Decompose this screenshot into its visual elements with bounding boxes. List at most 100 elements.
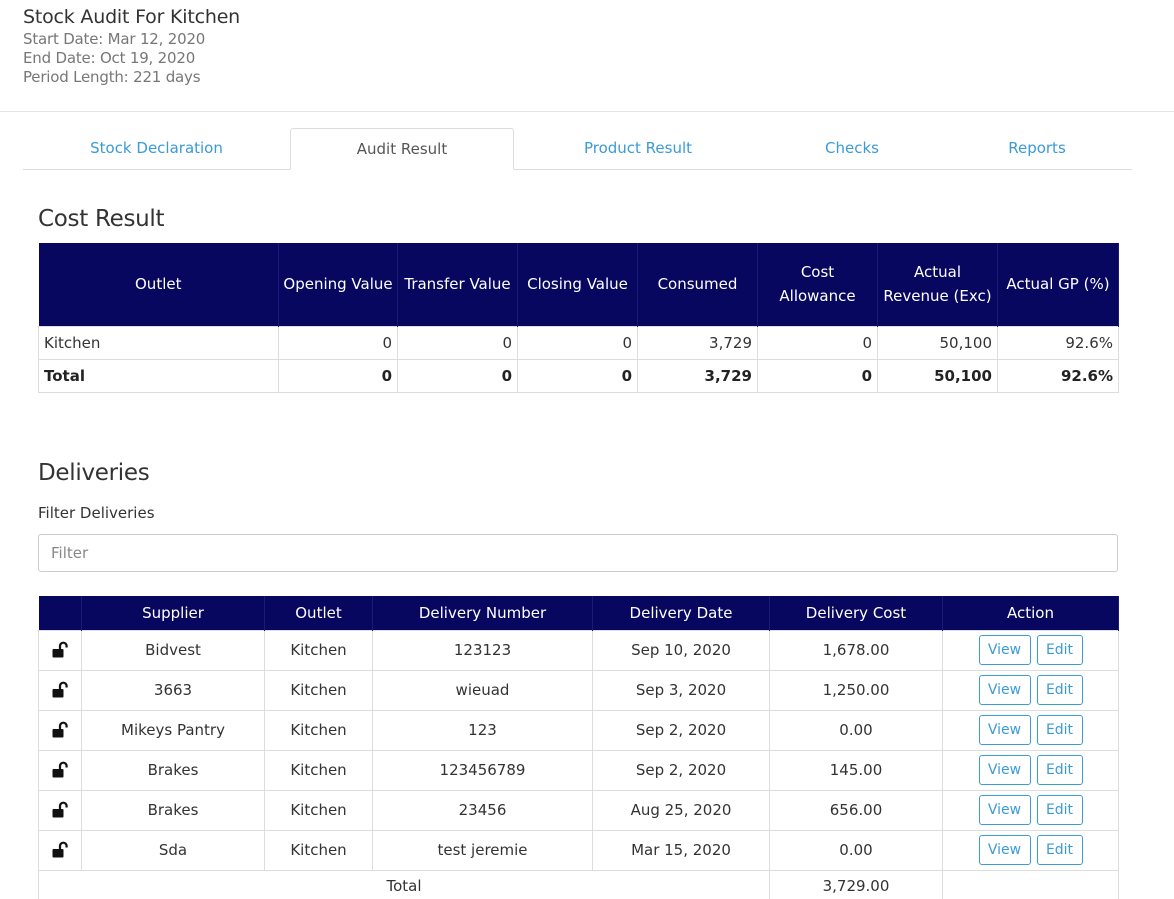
delivery-date-cell: Sep 10, 2020 [592, 629, 770, 671]
unlocked-padlock-icon[interactable] [51, 681, 69, 699]
table-cell: 0 [397, 325, 518, 360]
table-cell: 92.6% [997, 358, 1119, 393]
start-date: Start Date: Mar 12, 2020 [23, 30, 206, 48]
table-cell: 3,729 [637, 325, 758, 360]
unlocked-padlock-icon[interactable] [51, 801, 69, 819]
action-cell: View Edit [942, 629, 1119, 671]
tab-stock-declaration[interactable]: Stock Declaration [90, 139, 223, 157]
supplier-cell: Bidvest [81, 629, 265, 671]
outlet-cell: Kitchen [264, 629, 373, 671]
outlet-cell: Kitchen [264, 709, 373, 751]
unlocked-padlock-icon[interactable] [51, 841, 69, 859]
column-header-closing-value: Closing Value [517, 243, 638, 326]
cost-result-table: Outlet Opening Value Transfer Value Clos… [38, 243, 1119, 393]
total-cost: 3,729.00 [769, 869, 943, 899]
view-button[interactable]: View [978, 715, 1031, 745]
delivery-number-cell: test jeremie [372, 829, 593, 871]
filter-label: Filter Deliveries [38, 504, 155, 522]
end-date: End Date: Oct 19, 2020 [23, 49, 196, 67]
table-cell: 0 [517, 325, 638, 360]
lock-cell [38, 789, 82, 831]
edit-button[interactable]: Edit [1036, 835, 1083, 865]
supplier-cell: 3663 [81, 669, 265, 711]
lock-cell [38, 749, 82, 791]
column-header-status [38, 596, 82, 630]
action-cell: View Edit [942, 709, 1119, 751]
cost-header-row: Outlet Opening Value Transfer Value Clos… [38, 243, 1119, 326]
edit-button[interactable]: Edit [1036, 635, 1083, 665]
unlocked-padlock-icon[interactable] [51, 761, 69, 779]
supplier-cell: Sda [81, 829, 265, 871]
delivery-date-cell: Sep 2, 2020 [592, 709, 770, 751]
delivery-date-cell: Sep 2, 2020 [592, 749, 770, 791]
table-cell: 3,729 [637, 358, 758, 393]
lock-cell [38, 709, 82, 751]
total-label: Total [38, 869, 770, 899]
delivery-number-cell: 123123 [372, 629, 593, 671]
empty-cell [942, 869, 1119, 899]
delivery-date-cell: Aug 25, 2020 [592, 789, 770, 831]
tab-audit-result[interactable]: Audit Result [290, 128, 514, 170]
page-title: Stock Audit For Kitchen [23, 6, 241, 28]
delivery-number-cell: 23456 [372, 789, 593, 831]
table-cell: 0 [278, 325, 398, 360]
table-cell: Total [38, 358, 279, 393]
column-header-action: Action [942, 596, 1119, 630]
delivery-cost-cell: 0.00 [769, 709, 943, 751]
outlet-cell: Kitchen [264, 669, 373, 711]
action-cell: View Edit [942, 749, 1119, 791]
table-row: Brakes Kitchen 123456789 Sep 2, 2020 145… [38, 749, 1119, 791]
view-button[interactable]: View [978, 795, 1031, 825]
edit-button[interactable]: Edit [1036, 795, 1083, 825]
tab-reports[interactable]: Reports [1008, 139, 1066, 157]
unlocked-padlock-icon[interactable] [51, 721, 69, 739]
table-row: Mikeys Pantry Kitchen 123 Sep 2, 2020 0.… [38, 709, 1119, 751]
edit-button[interactable]: Edit [1036, 675, 1083, 705]
view-button[interactable]: View [978, 835, 1031, 865]
deliveries-table: Supplier Outlet Delivery Number Delivery… [38, 596, 1119, 899]
column-header-delivery-number: Delivery Number [372, 596, 593, 630]
column-header-transfer-value: Transfer Value [397, 243, 518, 326]
action-cell: View Edit [942, 789, 1119, 831]
table-cell: 0 [517, 358, 638, 393]
view-button[interactable]: View [978, 675, 1031, 705]
table-cell: 92.6% [997, 325, 1119, 360]
period-length: Period Length: 221 days [23, 68, 201, 86]
delivery-number-cell: wieuad [372, 669, 593, 711]
total-row: Total 0 0 0 3,729 0 50,100 92.6% [38, 358, 1119, 393]
table-row: Kitchen 0 0 0 3,729 0 50,100 92.6% [38, 325, 1119, 360]
outlet-cell: Kitchen [264, 789, 373, 831]
outlet-cell: Kitchen [264, 829, 373, 871]
table-row: Sda Kitchen test jeremie Mar 15, 2020 0.… [38, 829, 1119, 871]
delivery-cost-cell: 1,250.00 [769, 669, 943, 711]
column-header-consumed: Consumed [637, 243, 758, 326]
tab-product-result[interactable]: Product Result [583, 139, 693, 157]
table-row: Bidvest Kitchen 123123 Sep 10, 2020 1,67… [38, 629, 1119, 671]
table-cell: 0 [397, 358, 518, 393]
action-cell: View Edit [942, 669, 1119, 711]
view-button[interactable]: View [978, 635, 1031, 665]
table-cell: 0 [278, 358, 398, 393]
delivery-date-cell: Sep 3, 2020 [592, 669, 770, 711]
tab-bar: Stock Declaration Audit Result Product R… [23, 128, 1132, 170]
delivery-cost-cell: 656.00 [769, 789, 943, 831]
table-cell: 50,100 [877, 358, 998, 393]
outlet-cell: Kitchen [264, 749, 373, 791]
tab-checks[interactable]: Checks [825, 139, 879, 157]
cost-result-heading: Cost Result [38, 206, 165, 232]
edit-button[interactable]: Edit [1036, 715, 1083, 745]
supplier-cell: Mikeys Pantry [81, 709, 265, 751]
table-cell: 0 [757, 358, 878, 393]
unlocked-padlock-icon[interactable] [51, 641, 69, 659]
view-button[interactable]: View [978, 755, 1031, 785]
column-header-outlet: Outlet [264, 596, 373, 630]
lock-cell [38, 669, 82, 711]
supplier-cell: Brakes [81, 749, 265, 791]
lock-cell [38, 629, 82, 671]
page-header: Stock Audit For Kitchen Start Date: Mar … [0, 0, 1174, 112]
action-cell: View Edit [942, 829, 1119, 871]
column-header-actual-gp: Actual GP (%) [997, 243, 1119, 326]
table-row: Brakes Kitchen 23456 Aug 25, 2020 656.00… [38, 789, 1119, 831]
edit-button[interactable]: Edit [1036, 755, 1083, 785]
filter-input[interactable] [38, 534, 1118, 572]
